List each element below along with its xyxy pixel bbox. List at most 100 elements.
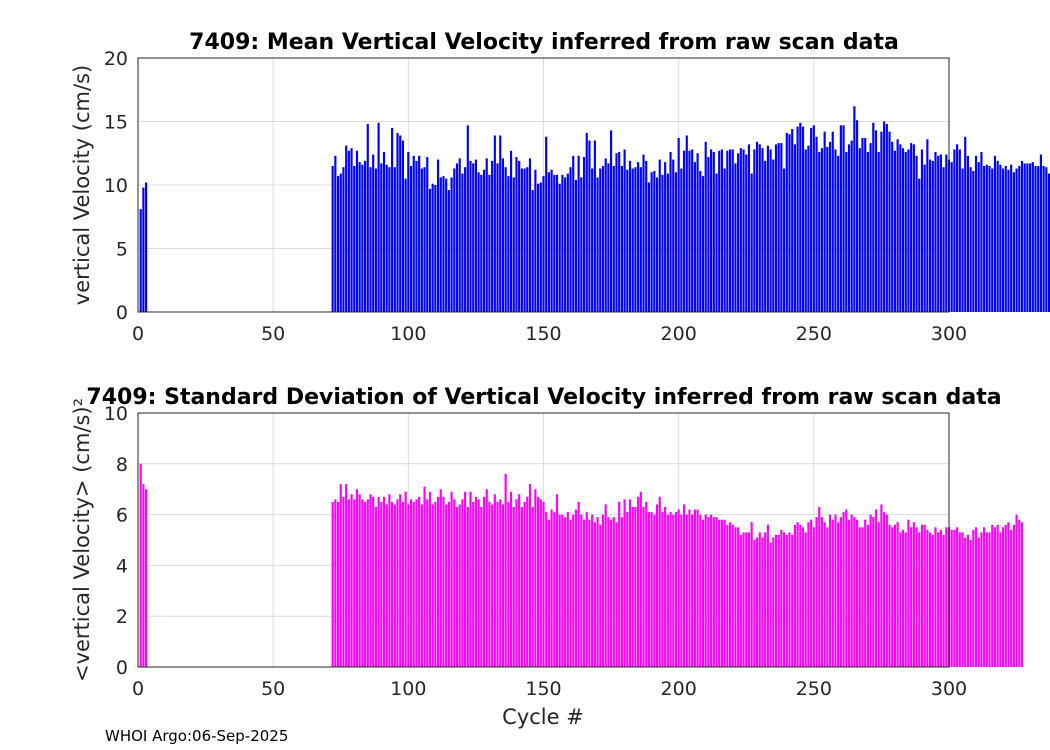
bar	[353, 165, 356, 312]
bar	[591, 514, 594, 667]
bar	[604, 504, 607, 667]
bar	[858, 148, 861, 312]
bar	[918, 178, 921, 312]
bar	[861, 527, 864, 667]
bar	[626, 169, 629, 312]
bar	[412, 155, 415, 312]
bar	[874, 130, 878, 312]
bar	[366, 499, 369, 667]
bar	[872, 122, 875, 313]
bar	[726, 524, 729, 667]
bar	[966, 534, 969, 667]
bar	[704, 141, 707, 312]
bar	[528, 158, 532, 312]
bar	[956, 527, 959, 667]
bar	[342, 496, 345, 667]
y-tick-label: 15	[104, 112, 128, 134]
bar	[523, 168, 526, 312]
bar	[480, 174, 483, 312]
bar	[974, 155, 978, 312]
bar	[574, 509, 578, 667]
bar	[937, 532, 940, 667]
bar	[653, 514, 656, 667]
bar	[674, 512, 678, 667]
bar	[610, 130, 613, 312]
bar	[355, 150, 359, 312]
bar	[428, 491, 432, 667]
bar	[404, 491, 407, 667]
bar	[534, 489, 537, 667]
bar	[677, 138, 680, 312]
bar	[401, 140, 405, 312]
bar	[509, 491, 513, 667]
bar	[464, 491, 467, 667]
bar	[388, 494, 391, 667]
bar	[409, 499, 413, 667]
bar	[588, 140, 591, 312]
bar	[420, 504, 423, 667]
bar	[923, 524, 926, 667]
bar	[569, 167, 572, 312]
bar	[607, 163, 610, 312]
bar	[399, 494, 402, 667]
x-tick-label: 100	[390, 323, 426, 345]
bar	[728, 149, 732, 312]
x-tick-label: 200	[661, 323, 697, 345]
bar	[655, 177, 659, 312]
bar	[418, 496, 421, 667]
bar	[699, 171, 702, 312]
bar	[1007, 522, 1010, 667]
bar	[377, 122, 380, 313]
bar	[1037, 165, 1040, 312]
bar	[885, 124, 888, 312]
bar	[918, 532, 921, 667]
bar	[666, 173, 669, 312]
bar	[682, 150, 686, 312]
bar	[507, 501, 510, 667]
bar	[1034, 165, 1037, 312]
bar	[353, 499, 356, 667]
y-tick-label: 2	[116, 606, 128, 628]
bar	[558, 514, 561, 667]
y-axis-label: vertical Velocity (cm/s)	[70, 65, 94, 305]
bar	[591, 168, 594, 312]
x-tick-label: 0	[132, 323, 144, 345]
bar	[639, 167, 642, 312]
bar	[496, 501, 499, 667]
bar	[431, 504, 434, 667]
bar	[537, 496, 540, 667]
bar	[347, 499, 350, 667]
bar	[845, 509, 848, 667]
bar	[693, 509, 696, 667]
bar	[582, 519, 586, 667]
bar	[964, 537, 967, 667]
bar	[788, 134, 791, 312]
bar	[710, 514, 713, 667]
bar	[907, 149, 910, 312]
y-tick-label: 4	[116, 555, 128, 577]
bar	[491, 504, 494, 667]
bar	[407, 504, 410, 667]
bar	[988, 165, 991, 312]
bar	[710, 149, 713, 312]
bar	[777, 534, 780, 667]
bar	[688, 509, 691, 667]
bar	[658, 159, 661, 312]
bar	[723, 519, 726, 667]
bar	[566, 173, 569, 312]
bar	[945, 154, 948, 312]
x-tick-label: 300	[931, 323, 967, 345]
bar	[701, 176, 705, 312]
bar	[772, 537, 775, 667]
bar	[458, 158, 461, 312]
bar	[818, 506, 821, 667]
bar	[707, 517, 710, 667]
bar	[361, 499, 364, 667]
bar	[904, 151, 907, 312]
bar	[753, 540, 756, 667]
bar	[645, 501, 648, 667]
bar	[888, 524, 891, 667]
bar	[515, 157, 518, 312]
bar	[788, 532, 791, 667]
